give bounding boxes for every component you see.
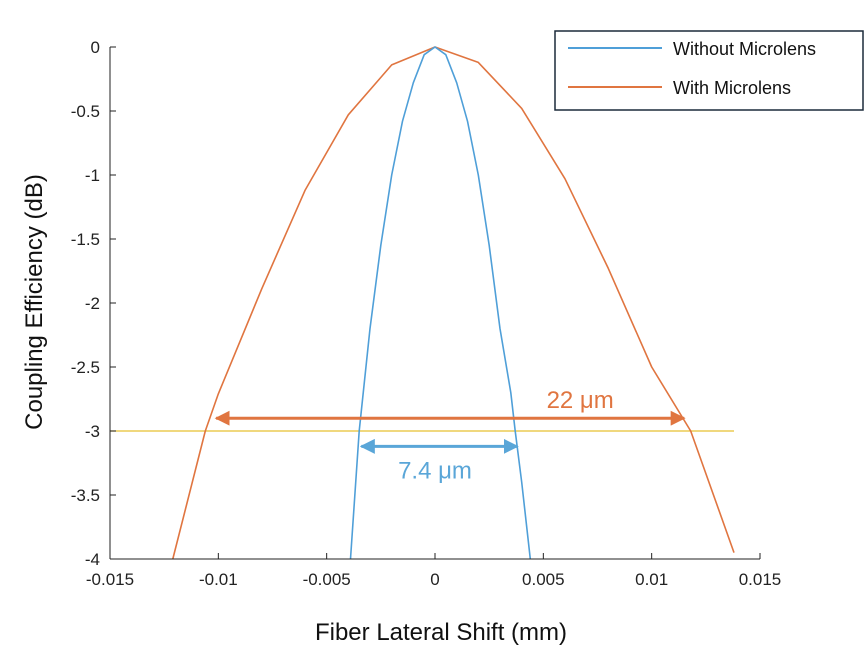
x-tick-label: -0.015 <box>86 570 134 589</box>
legend-label-without-microlens: Without Microlens <box>673 39 816 59</box>
annotations: 22 μm 7.4 μm <box>214 387 686 484</box>
y-tick-label: -1.5 <box>71 230 100 249</box>
x-tick-label: -0.01 <box>199 570 238 589</box>
legend-label-with-microlens: With Microlens <box>673 78 791 98</box>
y-tick-label: -1 <box>85 166 100 185</box>
x-axis-title: Fiber Lateral Shift (mm) <box>315 619 567 646</box>
annotation-label: 7.4 μm <box>398 457 472 484</box>
series-line-without-microlens <box>349 46 532 560</box>
y-tick-label: -3.5 <box>71 486 100 505</box>
x-tick-label: 0.015 <box>739 570 782 589</box>
plot-area <box>110 46 735 560</box>
x-tick-label: 0.005 <box>522 570 565 589</box>
y-tick-label: 0 <box>91 38 100 57</box>
legend-box <box>554 30 864 111</box>
y-axis-title: Coupling Efficiency (dB) <box>21 174 48 430</box>
annotation-label: 22 μm <box>547 387 614 414</box>
x-tick-label: 0 <box>430 570 439 589</box>
y-tick-label: -4 <box>85 550 100 569</box>
y-tick-label: -2.5 <box>71 358 100 377</box>
x-tick-label: -0.005 <box>303 570 351 589</box>
y-tick-label: -0.5 <box>71 102 100 121</box>
legend: Without Microlens With Microlens <box>554 30 864 111</box>
y-tick-label: -2 <box>85 294 100 313</box>
axes: -0.015 -0.01 -0.005 0 0.005 0.01 0.015 0 -0.5 -1 -… <box>71 38 782 589</box>
x-tick-label: 0.01 <box>635 570 668 589</box>
y-tick-label: -3 <box>85 422 100 441</box>
